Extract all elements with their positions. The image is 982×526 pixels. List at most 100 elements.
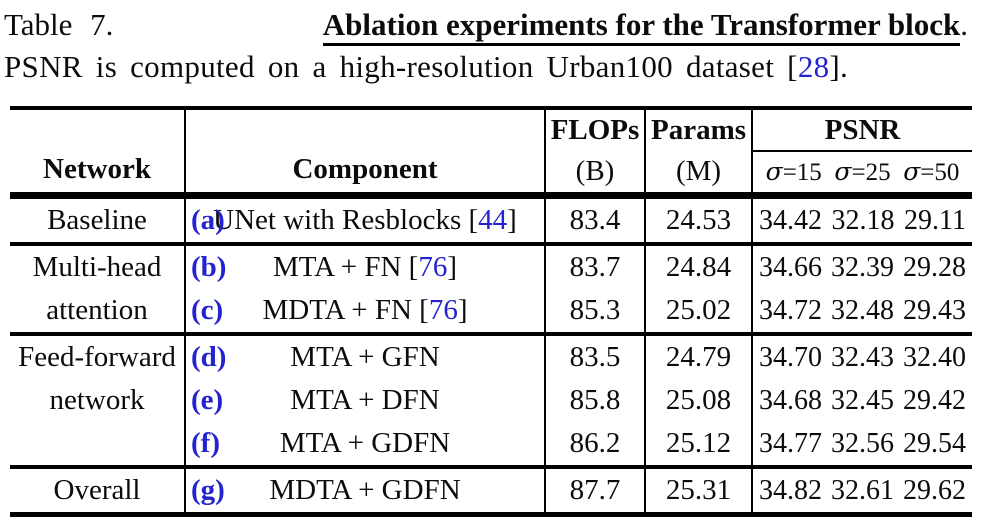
psnr-values: 34.72 32.48 29.43 — [752, 289, 972, 334]
table-caption: Table 7. Ablation experiments for the Tr… — [4, 6, 976, 88]
psnr-values: 34.68 32.45 29.42 — [752, 379, 972, 422]
caption-title: Ablation experiments for the Transformer… — [322, 7, 961, 46]
psnr-sigma50: 29.28 — [903, 252, 966, 283]
caption-subtitle-suffix: ]. — [829, 49, 849, 84]
psnr-cell-group: 34.72 32.48 29.43 — [753, 289, 972, 332]
component-text-suffix: ] — [447, 251, 458, 283]
group-multi-head-attention: Multi-head attention (b) MTA + FN [76] 8… — [10, 244, 972, 334]
citation-ref-76[interactable]: 76 — [418, 251, 448, 283]
sigma-25-label: σ=25 — [834, 157, 890, 187]
group-label-multi-head: Multi-head attention — [10, 244, 186, 334]
table-row: (c) MDTA + FN [76] 85.3 25.02 34.72 32.4… — [10, 289, 972, 334]
header-params-unit: (M) — [645, 151, 753, 196]
citation-ref-76[interactable]: 76 — [428, 294, 458, 326]
header-row-1: Network Component FLOPs Params PSNR — [10, 108, 972, 196]
sigma-symbol: σ — [834, 157, 852, 186]
psnr-sigma15: 34.42 — [759, 205, 822, 236]
group-label-line: Baseline — [47, 204, 147, 236]
group-label-line: Multi-head — [32, 251, 162, 283]
caption-subtitle-text: PSNR is computed on a high-resolution Ur… — [4, 49, 798, 84]
psnr-sigma25: 32.48 — [831, 295, 894, 326]
component-cell: (c) MDTA + FN [76] — [185, 289, 546, 334]
header-flops: FLOPs — [545, 108, 646, 151]
flops-value: 86.2 — [545, 422, 646, 467]
group-overall: Overall (g) MDTA + GDFN 87.7 25.31 34.82… — [10, 467, 972, 515]
component-text: MTA + FN [ — [272, 251, 419, 283]
row-marker-f: (f) — [191, 427, 220, 459]
psnr-sigma50: 29.62 — [903, 475, 966, 506]
component-cell: (e) MTA + DFN — [185, 379, 546, 422]
psnr-sigma50: 29.42 — [903, 385, 966, 416]
params-value: 25.12 — [645, 422, 753, 467]
row-marker-b: (b) — [191, 251, 227, 283]
caption-title-period: . — [960, 7, 968, 42]
sigma-50-value: =50 — [920, 159, 960, 186]
header-psnr: PSNR — [752, 108, 972, 152]
table-header: Network Component FLOPs Params PSNR (B) … — [10, 108, 972, 196]
header-flops-unit: (B) — [545, 151, 646, 196]
params-value: 25.08 — [645, 379, 753, 422]
citation-ref-28[interactable]: 28 — [797, 49, 830, 84]
psnr-sigma25: 32.61 — [831, 475, 894, 506]
group-label-baseline: Baseline — [10, 195, 186, 244]
psnr-values: 34.42 32.18 29.11 — [752, 196, 972, 245]
component-text: MTA + DFN — [290, 384, 440, 416]
psnr-cell-group: 34.70 32.43 32.40 — [753, 336, 972, 379]
flops-value: 83.5 — [545, 334, 646, 379]
table-row: Feed-forward network (d) MTA + GFN 83.5 … — [10, 334, 972, 467]
psnr-sigma15: 34.68 — [759, 385, 822, 416]
psnr-sigma15: 34.72 — [759, 295, 822, 326]
sigma-labels: σ=15 σ=25 σ=50 — [753, 157, 972, 187]
component-text: MTA + GDFN — [279, 427, 451, 459]
header-component: Component — [185, 108, 546, 196]
sigma-50-label: σ=50 — [903, 157, 959, 187]
flops-value: 87.7 — [545, 467, 646, 515]
header-params: Params — [645, 108, 753, 151]
component-text: MDTA + FN [ — [262, 294, 429, 326]
component-cell: (a) UNet with Resblocks [44] — [185, 195, 546, 244]
component-text: UNet with Resblocks [ — [213, 204, 479, 236]
psnr-cell-group: 34.77 32.56 29.54 — [753, 422, 972, 465]
psnr-sigma50: 29.43 — [903, 295, 966, 326]
group-label-line: attention — [46, 294, 148, 326]
psnr-sigma15: 34.82 — [759, 475, 822, 506]
header-network: Network — [10, 108, 186, 196]
header-sigma-row: σ=15 σ=25 σ=50 — [752, 151, 972, 196]
table-number-label: Table 7. — [4, 7, 114, 42]
psnr-sigma50: 29.54 — [903, 428, 966, 459]
component-cell: (g) MDTA + GDFN — [185, 467, 546, 515]
ablation-table: Network Component FLOPs Params PSNR (B) … — [10, 106, 972, 517]
psnr-cell-group: 34.42 32.18 29.11 — [753, 199, 972, 242]
psnr-cell-group: 34.82 32.61 29.62 — [753, 469, 972, 512]
flops-value: 83.4 — [545, 195, 646, 244]
sigma-15-value: =15 — [782, 159, 822, 186]
component-text: MTA + GFN — [290, 341, 440, 373]
psnr-sigma25: 32.56 — [831, 428, 894, 459]
citation-ref-44[interactable]: 44 — [478, 204, 508, 236]
caption-line-2: PSNR is computed on a high-resolution Ur… — [4, 46, 976, 88]
group-label-line: Overall — [53, 474, 141, 506]
sigma-symbol: σ — [903, 157, 921, 186]
psnr-values: 34.70 32.43 32.40 — [752, 334, 972, 379]
header-row-2: (B) (M) σ=15 σ=25 σ=50 — [10, 151, 972, 196]
psnr-cell-group: 34.68 32.45 29.42 — [753, 379, 972, 422]
table-row: Baseline (a) UNet with Resblocks [44] 83… — [10, 195, 972, 245]
params-value: 25.31 — [645, 467, 753, 515]
component-text: MDTA + GDFN — [269, 474, 461, 506]
group-label-overall: Overall — [10, 467, 186, 515]
flops-value: 83.7 — [545, 244, 646, 289]
params-value: 25.02 — [645, 289, 753, 334]
component-text-suffix: ] — [457, 294, 468, 326]
psnr-sigma50: 29.11 — [904, 205, 966, 236]
group-baseline: Baseline (a) UNet with Resblocks [44] 83… — [10, 195, 972, 245]
psnr-sigma15: 34.66 — [759, 252, 822, 283]
table-row: Overall (g) MDTA + GDFN 87.7 25.31 34.82… — [10, 467, 972, 515]
params-value: 24.84 — [645, 244, 753, 289]
component-text-suffix: ] — [507, 204, 517, 236]
psnr-sigma25: 32.18 — [831, 205, 895, 236]
psnr-values: 34.77 32.56 29.54 — [752, 422, 972, 467]
group-label-line: network — [49, 384, 145, 416]
row-marker-a: (a) — [191, 204, 225, 236]
caption-line-1: Table 7. Ablation experiments for the Tr… — [4, 6, 976, 46]
component-cell: (f) MTA + GDFN — [185, 422, 546, 467]
